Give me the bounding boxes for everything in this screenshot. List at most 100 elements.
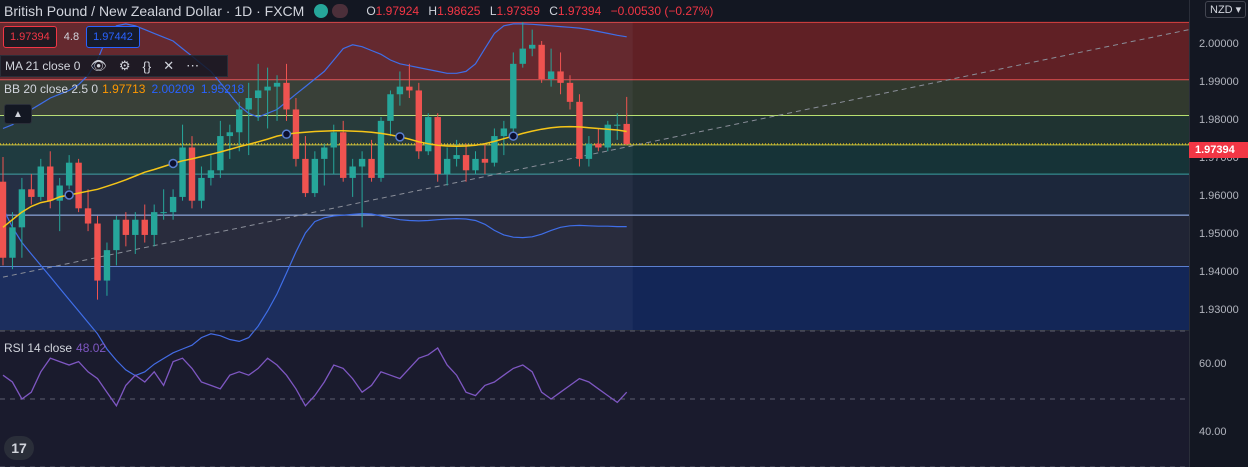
candle-body xyxy=(595,143,602,148)
bb-lower-line xyxy=(2,208,627,377)
candle-body xyxy=(302,158,309,194)
tradingview-logo[interactable]: 17 xyxy=(4,436,34,460)
candle-body xyxy=(425,117,432,152)
candle-body xyxy=(443,158,451,175)
candle-body xyxy=(387,94,394,121)
market-open-dot xyxy=(314,4,329,18)
candle-body xyxy=(28,189,35,197)
fib-zone xyxy=(0,115,1189,145)
rsi-indicator-legend[interactable]: RSI 14 close 48.02 xyxy=(0,338,106,358)
candle-body xyxy=(217,136,224,171)
price-tick-label: 1.94000 xyxy=(1199,265,1239,278)
candle-body xyxy=(472,158,479,171)
candle-body xyxy=(273,82,281,87)
candle-body xyxy=(37,166,44,197)
collapse-legend-button[interactable]: ▲ xyxy=(4,104,32,124)
gear-icon[interactable]: ⚙ xyxy=(118,58,131,73)
candle-body xyxy=(75,162,82,209)
market-status-toggle[interactable] xyxy=(314,4,350,18)
signal-marker xyxy=(281,129,292,139)
trade-panel: 1.97394 4.8 1.97442 xyxy=(3,26,140,48)
candle-body xyxy=(585,143,593,159)
candle-body xyxy=(65,162,73,186)
candle-body xyxy=(623,123,630,145)
more-icon[interactable]: ⋯ xyxy=(186,58,200,73)
buy-button[interactable]: 1.97442 xyxy=(86,26,140,48)
source-code-icon[interactable]: {} xyxy=(142,58,152,74)
candle-body xyxy=(122,219,130,235)
rsi-indicator-label: RSI 14 close xyxy=(4,341,73,355)
signal-marker xyxy=(508,131,519,141)
candle-body xyxy=(113,219,120,251)
candle-body xyxy=(141,219,148,235)
candle-body xyxy=(292,109,300,159)
candle-body xyxy=(283,82,290,110)
candle-body xyxy=(84,208,92,224)
close-icon[interactable]: ✕ xyxy=(163,58,175,73)
candle-body xyxy=(491,136,498,163)
candle-body xyxy=(311,158,319,194)
open-value: 1.97924 xyxy=(375,4,420,18)
chart-header: British Pound / New Zealand Dollar · 1D … xyxy=(0,0,719,22)
candle-body xyxy=(500,128,508,137)
candle-body xyxy=(9,227,16,258)
candle-body xyxy=(340,132,347,178)
high-value: 1.98625 xyxy=(437,4,481,18)
candle-body xyxy=(188,147,196,201)
ma-indicator-label: MA 21 close 0 xyxy=(5,59,81,73)
rsi-line xyxy=(2,347,628,408)
price-tick-label: 2.00000 xyxy=(1199,37,1239,50)
ma21-line xyxy=(2,125,627,228)
candle-body xyxy=(56,185,63,201)
signal-marker xyxy=(64,190,74,200)
eye-icon[interactable]: 👁 xyxy=(90,58,107,73)
bb-indicator-label: BB 20 close 2.5 0 xyxy=(4,82,99,96)
candle-body xyxy=(377,120,385,178)
candle-body xyxy=(47,166,54,201)
currency-label: NZD xyxy=(1210,4,1233,16)
bb-indicator-legend[interactable]: BB 20 close 2.5 0 1.97713 2.00209 1.9521… xyxy=(0,79,244,99)
candle-body xyxy=(160,212,167,214)
spread-value: 4.8 xyxy=(63,31,80,43)
candle-body xyxy=(321,147,328,159)
candle-body xyxy=(604,124,611,148)
candle-body xyxy=(236,109,243,133)
ma-indicator-legend[interactable]: MA 21 close 0 👁 ⚙ {} ✕ ⋯ xyxy=(0,55,228,77)
price-tick-label: 1.99000 xyxy=(1199,75,1239,88)
candle-body xyxy=(614,124,621,126)
candle-body xyxy=(226,132,233,137)
candle-body xyxy=(254,90,262,99)
candle-body xyxy=(576,101,583,159)
fib-zone xyxy=(0,79,1189,116)
chevron-down-icon: ▾ xyxy=(1235,4,1242,16)
rsi-value: 48.02 xyxy=(76,341,107,355)
currency-selector[interactable]: NZD ▾ xyxy=(1205,1,1247,18)
bb-basis-value: 1.97713 xyxy=(102,82,146,96)
candle-body xyxy=(481,158,489,163)
candle-body xyxy=(169,196,177,213)
candle-body xyxy=(538,44,545,80)
candle-body xyxy=(132,219,139,235)
high-key: H xyxy=(428,4,438,18)
low-key: L xyxy=(489,4,497,18)
candle-body xyxy=(529,44,536,49)
candle-body xyxy=(179,147,186,197)
candle-body xyxy=(547,71,555,80)
price-tick-label: 1.93000 xyxy=(1199,303,1239,316)
rsi-tick-label: 40.00 xyxy=(1199,426,1227,438)
candle-body xyxy=(368,158,375,178)
candle-body xyxy=(103,250,111,281)
candle-body xyxy=(198,177,205,201)
bb-lower-value: 1.95218 xyxy=(200,82,245,96)
sell-button[interactable]: 1.97394 xyxy=(3,26,57,48)
price-tick-label: 1.96000 xyxy=(1199,189,1239,202)
current-price-badge: 1.97394 xyxy=(1189,142,1248,158)
ohlc-values: O1.97924 H1.98625 L1.97359 C1.97394 −0.0… xyxy=(366,4,719,18)
candle-body xyxy=(330,132,337,148)
fib-zone xyxy=(0,215,1189,267)
candle-body xyxy=(264,86,271,91)
price-tick-label: 1.95000 xyxy=(1199,227,1239,240)
change-value: −0.00530 (−0.27%) xyxy=(610,4,714,18)
bb-upper-value: 2.00209 xyxy=(151,82,195,96)
